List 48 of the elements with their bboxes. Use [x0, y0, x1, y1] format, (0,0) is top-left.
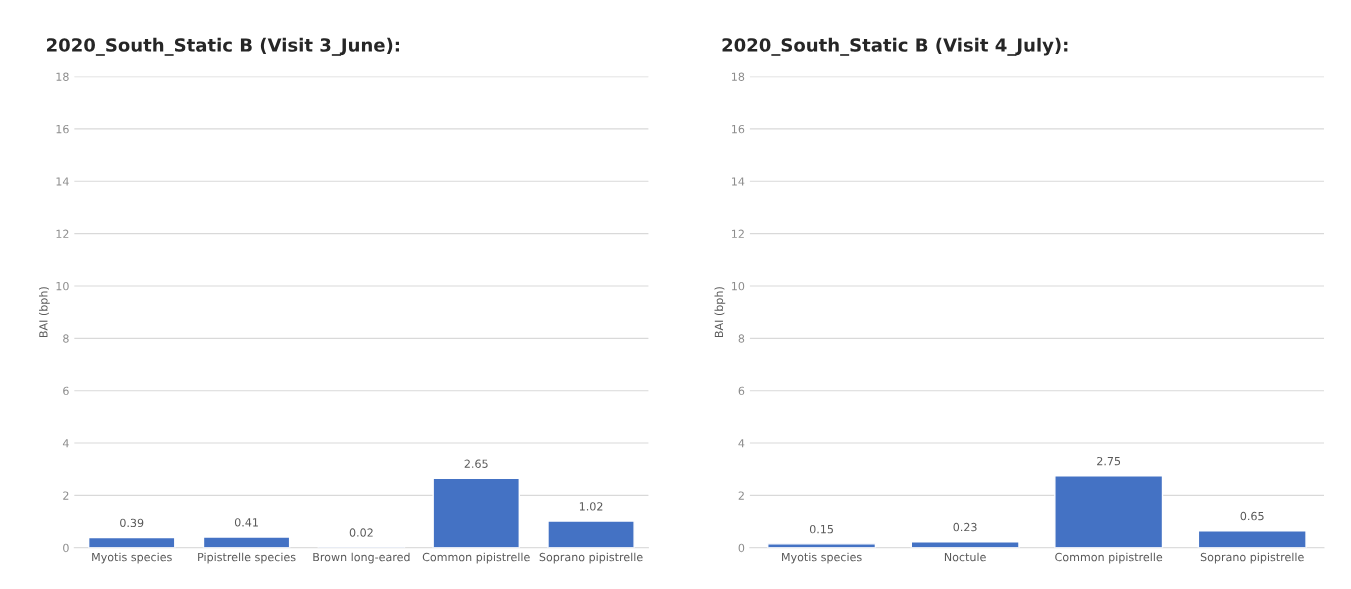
y-tick-label: 14 [732, 177, 745, 186]
bar [1197, 530, 1307, 548]
y-tick-label: 12 [56, 229, 69, 238]
x-tick-label: Pipistrelle species [198, 552, 296, 564]
data-label: 2.65 [464, 459, 488, 468]
x-tick-label: Myotis species [782, 552, 862, 564]
y-tick-label: 6 [63, 386, 69, 396]
data-label: 1.02 [579, 502, 603, 511]
data-label: 0.15 [809, 524, 833, 534]
bar [1054, 475, 1164, 548]
x-tick-label: Common pipistrelle [422, 552, 530, 564]
y-tick-label: 10 [56, 281, 69, 291]
data-label: 0.39 [120, 518, 144, 528]
y-tick-label: 4 [738, 439, 745, 448]
y-tick-label: 16 [56, 124, 69, 134]
data-label: 0.02 [349, 528, 373, 537]
x-tick-label: Noctule [944, 552, 986, 562]
y-tick-label: 2 [63, 491, 69, 500]
y-tick-label: 0 [738, 543, 745, 553]
y-tick-label: 10 [732, 281, 745, 291]
x-tick-label: Soprano pipistrelle [539, 552, 643, 564]
y-tick-label: 16 [732, 124, 745, 134]
data-label: 0.65 [1240, 511, 1264, 521]
x-tick-label: Myotis species [92, 552, 172, 564]
x-tick-label: Soprano pipistrelle [1200, 552, 1304, 564]
y-tick-label: 4 [62, 439, 69, 448]
bar [202, 536, 291, 548]
y-tick-label: 12 [732, 229, 744, 238]
chart-title: 2020_South_Static B (Visit 4_July): [722, 37, 1068, 56]
y-tick-label: 0 [63, 543, 69, 553]
y-tick-label: 14 [56, 177, 69, 186]
bar [547, 520, 635, 548]
y-tick-label: 2 [738, 491, 744, 500]
y-axis-title: BAI (bph) [39, 287, 50, 338]
bar [87, 536, 176, 548]
y-tick-label: 8 [63, 334, 69, 343]
y-tick-label: 18 [56, 72, 69, 81]
data-label: 0.23 [953, 522, 977, 532]
y-tick-label: 8 [738, 334, 745, 343]
y-tick-label: 18 [732, 72, 745, 81]
y-tick-label: 6 [738, 386, 745, 396]
bar [432, 477, 520, 548]
data-label: 0.41 [234, 518, 258, 527]
y-axis-title: BAI (bph) [714, 287, 726, 338]
chart-title: 2020_South_Static B (Visit 3_June): [47, 37, 399, 56]
x-tick-label: Common pipistrelle [1055, 552, 1163, 564]
data-label: 2.75 [1097, 456, 1121, 466]
x-tick-label: Brown long-eared [313, 552, 410, 564]
